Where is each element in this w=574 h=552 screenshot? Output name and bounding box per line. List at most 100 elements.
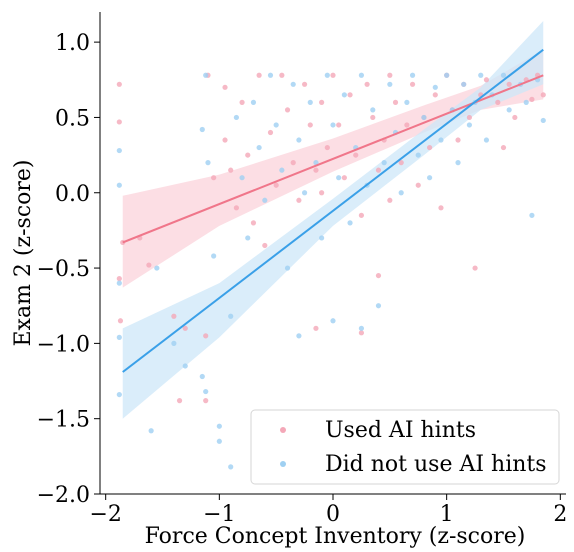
data-point-used-ai-hints: [370, 114, 376, 121]
data-point-used-ai-hints: [330, 72, 336, 78]
data-point-used-ai-hints: [262, 242, 268, 249]
y-tick-label: 1.0: [55, 31, 90, 56]
data-point-used-ai-hints: [455, 137, 461, 143]
data-point-used-ai-hints: [222, 84, 228, 90]
data-point-used-ai-hints: [256, 72, 262, 78]
data-point-did-not-use-ai-hints: [228, 464, 234, 470]
data-point-did-not-use-ai-hints: [523, 99, 529, 105]
legend: Used AI hints Did not use AI hints: [250, 409, 560, 485]
data-point-used-ai-hints: [409, 81, 416, 87]
data-point-used-ai-hints: [319, 99, 325, 105]
data-point-used-ai-hints: [176, 398, 183, 404]
data-point-did-not-use-ai-hints: [387, 81, 393, 87]
data-point-did-not-use-ai-hints: [301, 190, 308, 196]
x-axis-title: Force Concept Inventory (z-score): [145, 524, 526, 548]
data-point-did-not-use-ai-hints: [199, 373, 205, 380]
data-point-used-ai-hints: [438, 205, 444, 211]
data-point-did-not-use-ai-hints: [182, 363, 188, 369]
data-point-used-ai-hints: [228, 167, 234, 173]
data-point-used-ai-hints: [375, 167, 382, 173]
x-tick-label: 0: [326, 502, 340, 527]
data-point-did-not-use-ai-hints: [296, 137, 302, 143]
data-point-did-not-use-ai-hints: [330, 122, 336, 128]
confidence-band-used-ai-hints: [122, 49, 544, 288]
legend-label-did-not-use-ai-hints: Did not use AI hints: [325, 452, 547, 477]
data-point-used-ai-hints: [203, 398, 209, 404]
data-point-used-ai-hints: [512, 114, 518, 121]
data-point-used-ai-hints: [495, 99, 501, 105]
x-tick-label: 2: [553, 502, 567, 527]
data-point-used-ai-hints: [375, 272, 382, 279]
data-point-used-ai-hints: [245, 152, 251, 158]
data-point-did-not-use-ai-hints: [341, 92, 347, 98]
data-point-did-not-use-ai-hints: [404, 99, 410, 105]
data-point-did-not-use-ai-hints: [233, 114, 239, 121]
legend-marker-did-not-use-ai-hints: [280, 461, 286, 467]
data-point-did-not-use-ai-hints: [171, 340, 177, 346]
data-point-did-not-use-ai-hints: [540, 117, 546, 124]
data-point-did-not-use-ai-hints: [203, 72, 209, 78]
data-point-did-not-use-ai-hints: [438, 137, 444, 143]
data-point-used-ai-hints: [319, 190, 325, 196]
data-point-did-not-use-ai-hints: [239, 175, 245, 181]
data-point-did-not-use-ai-hints: [375, 303, 382, 309]
data-point-did-not-use-ai-hints: [148, 428, 154, 434]
data-point-did-not-use-ai-hints: [461, 81, 467, 87]
data-point-used-ai-hints: [358, 212, 365, 218]
data-point-did-not-use-ai-hints: [307, 99, 313, 105]
data-point-used-ai-hints: [466, 114, 472, 121]
y-tick-label: −2.0: [37, 483, 90, 508]
data-point-did-not-use-ai-hints: [279, 167, 285, 173]
data-point-did-not-use-ai-hints: [296, 333, 302, 339]
data-point-did-not-use-ai-hints: [116, 280, 122, 286]
data-point-did-not-use-ai-hints: [116, 334, 122, 340]
data-point-used-ai-hints: [364, 81, 370, 87]
data-point-used-ai-hints: [313, 167, 319, 173]
data-point-did-not-use-ai-hints: [500, 72, 507, 78]
data-point-used-ai-hints: [483, 77, 490, 83]
data-point-did-not-use-ai-hints: [506, 107, 512, 113]
data-point-used-ai-hints: [404, 122, 410, 128]
data-point-did-not-use-ai-hints: [415, 152, 421, 158]
data-point-did-not-use-ai-hints: [409, 72, 416, 78]
data-point-did-not-use-ai-hints: [529, 212, 535, 218]
x-tick-label: −2: [89, 502, 121, 527]
data-point-used-ai-hints: [387, 72, 393, 78]
data-point-did-not-use-ai-hints: [370, 107, 376, 113]
data-point-used-ai-hints: [427, 144, 433, 151]
data-point-did-not-use-ai-hints: [336, 175, 342, 181]
data-point-did-not-use-ai-hints: [116, 147, 122, 154]
data-point-did-not-use-ai-hints: [290, 81, 296, 87]
data-point-used-ai-hints: [432, 92, 438, 98]
data-point-used-ai-hints: [387, 197, 393, 203]
data-point-did-not-use-ai-hints: [478, 72, 484, 78]
data-point-did-not-use-ai-hints: [284, 265, 291, 271]
y-tick-label: −0.5: [37, 257, 90, 282]
data-point-did-not-use-ai-hints: [262, 197, 268, 203]
data-point-used-ai-hints: [116, 81, 122, 87]
confidence-band-did-not-use-ai-hints: [122, 21, 544, 419]
data-point-used-ai-hints: [117, 318, 124, 324]
data-point-did-not-use-ai-hints: [116, 391, 122, 398]
data-point-did-not-use-ai-hints: [358, 325, 365, 331]
data-point-used-ai-hints: [146, 262, 152, 268]
data-point-did-not-use-ai-hints: [245, 235, 251, 241]
data-point-used-ai-hints: [336, 122, 342, 128]
data-point-used-ai-hints: [182, 325, 188, 331]
data-point-did-not-use-ai-hints: [421, 114, 427, 121]
data-point-did-not-use-ai-hints: [267, 72, 274, 78]
data-point-used-ai-hints: [392, 99, 399, 105]
data-point-used-ai-hints: [267, 129, 274, 136]
data-point-used-ai-hints: [472, 265, 478, 271]
data-point-did-not-use-ai-hints: [228, 313, 234, 319]
data-point-used-ai-hints: [279, 72, 285, 78]
axis-ticks: −2 −1 0 1 2 −2.0 −1.5 −1.0 −0.5 0.0 0.5 1.0: [37, 31, 568, 527]
data-point-used-ai-hints: [171, 313, 177, 319]
data-point-used-ai-hints: [203, 333, 209, 339]
data-point-used-ai-hints: [233, 205, 239, 211]
data-point-did-not-use-ai-hints: [432, 84, 438, 90]
data-point-did-not-use-ai-hints: [398, 190, 404, 196]
x-tick-label: 1: [440, 502, 454, 527]
data-point-used-ai-hints: [222, 137, 228, 143]
